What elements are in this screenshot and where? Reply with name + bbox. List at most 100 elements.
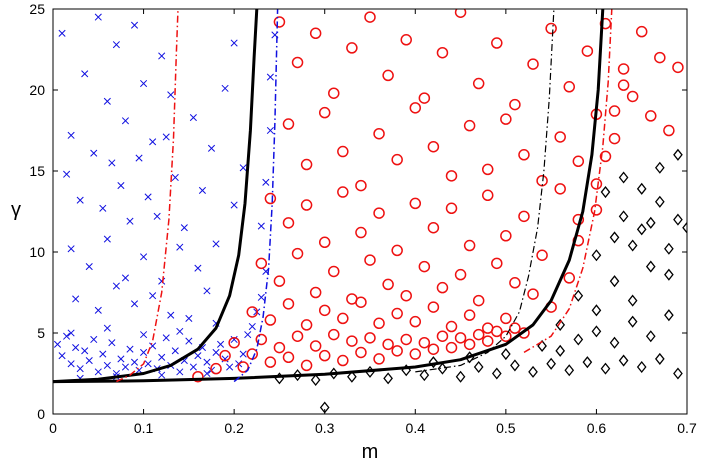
cross-point xyxy=(140,331,148,339)
circle-point xyxy=(436,46,449,59)
cross-point xyxy=(176,243,184,251)
circle-point xyxy=(445,341,458,354)
circle-point xyxy=(391,244,403,257)
cross-point xyxy=(108,339,116,347)
cross-point xyxy=(203,369,211,378)
cross-point xyxy=(72,295,80,303)
circle-point xyxy=(509,277,521,289)
cross-point xyxy=(63,332,71,340)
circle-point xyxy=(382,278,394,291)
circle-point xyxy=(626,90,639,103)
circle-point xyxy=(500,330,512,342)
cross-point xyxy=(176,327,184,335)
circle-point xyxy=(463,338,476,351)
cross-point xyxy=(230,39,238,47)
circle-point xyxy=(364,332,376,344)
x-tick-label: 0 xyxy=(49,420,57,436)
circle-point xyxy=(409,348,422,360)
x-tick-label: 0.6 xyxy=(587,420,607,436)
circle-point xyxy=(436,281,449,294)
cross-point xyxy=(144,360,152,368)
cross-point xyxy=(158,277,166,285)
circle-point xyxy=(364,11,376,23)
circle-point xyxy=(346,42,358,54)
cross-point xyxy=(171,347,179,355)
cross-point xyxy=(248,322,256,331)
circle-point xyxy=(382,69,394,82)
x-tick-label: 0.5 xyxy=(496,420,516,436)
circle-point xyxy=(445,320,458,333)
cross-point xyxy=(117,355,125,363)
circle-point xyxy=(373,207,385,219)
cross-point xyxy=(158,52,166,60)
y-tick-label: 5 xyxy=(37,325,45,341)
diamond-point xyxy=(636,360,647,374)
plot-frame xyxy=(52,8,688,415)
circle-point xyxy=(273,341,286,354)
cross-point xyxy=(153,212,161,220)
cross-point xyxy=(67,131,75,139)
diamond-point xyxy=(664,309,674,322)
circle-point xyxy=(445,170,458,182)
circle-point xyxy=(355,296,367,308)
cross-point xyxy=(103,361,111,369)
circle-point xyxy=(237,361,249,373)
y-tick-label: 25 xyxy=(29,1,45,17)
circle-point xyxy=(645,110,657,122)
cross-point xyxy=(130,300,139,308)
circle-point xyxy=(436,330,449,342)
circle-point xyxy=(219,349,231,362)
diamond-point xyxy=(673,367,683,380)
cross-point xyxy=(53,340,62,348)
circle-point xyxy=(563,81,576,93)
circle-point xyxy=(536,174,548,187)
circle-point xyxy=(328,265,340,278)
diamond-point xyxy=(437,362,448,375)
circle-point xyxy=(454,268,467,281)
cross-point xyxy=(203,287,211,295)
cross-point xyxy=(162,133,170,141)
circle-point xyxy=(418,92,431,104)
cross-point xyxy=(194,264,202,272)
cross-point xyxy=(176,368,184,376)
circle-point xyxy=(228,336,240,349)
circle-point xyxy=(255,333,268,346)
diamond-point xyxy=(582,356,593,369)
cross-point xyxy=(81,70,89,78)
cross-point xyxy=(239,350,247,358)
circle-point xyxy=(309,27,322,40)
cross-point xyxy=(140,348,148,356)
circle-point xyxy=(364,254,376,266)
dashdot-curve xyxy=(523,9,613,354)
diamond-point xyxy=(591,325,602,338)
circle-point xyxy=(427,343,440,355)
cross-point xyxy=(76,365,84,373)
x-tick-label: 0.2 xyxy=(224,420,244,436)
circle-point xyxy=(282,217,295,229)
circle-point xyxy=(318,304,331,317)
cross-point xyxy=(230,335,238,344)
circle-point xyxy=(554,131,566,143)
x-axis-label: m xyxy=(362,441,379,463)
circle-point xyxy=(282,351,295,364)
circle-point xyxy=(300,199,313,211)
diamond-point xyxy=(510,359,520,372)
circle-point xyxy=(617,79,630,91)
diamond-point xyxy=(573,333,584,346)
diamond-point xyxy=(347,370,357,383)
cross-point xyxy=(239,164,247,172)
circle-point xyxy=(518,149,530,161)
diamond-point xyxy=(573,289,584,302)
cross-point xyxy=(140,253,148,261)
diamond-point xyxy=(292,369,303,382)
circle-point xyxy=(300,158,313,171)
cross-point xyxy=(144,193,152,201)
diamond-point xyxy=(673,213,683,226)
y-tick-label: 0 xyxy=(37,406,45,422)
circle-point xyxy=(554,183,566,195)
diamond-point xyxy=(645,330,656,343)
cross-point xyxy=(67,360,75,368)
cross-point xyxy=(112,41,120,49)
diamond-point xyxy=(636,182,647,195)
